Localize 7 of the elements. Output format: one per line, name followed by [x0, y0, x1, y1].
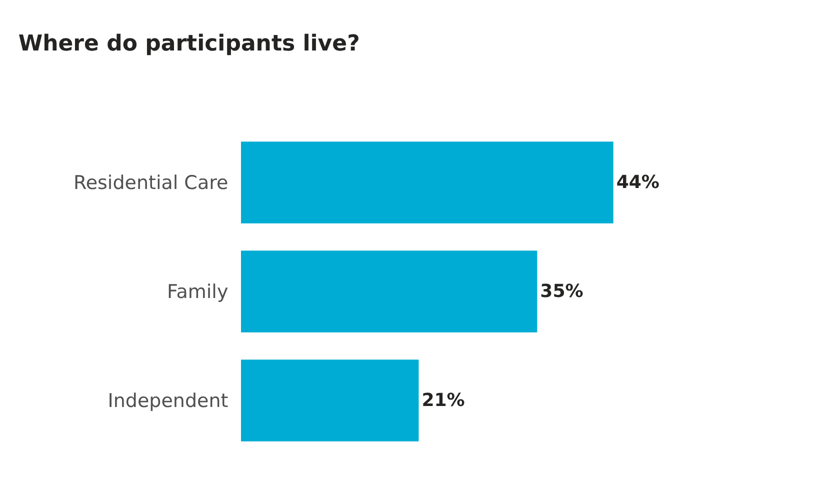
data-label: 21%: [422, 390, 465, 412]
data-label: 35%: [540, 281, 584, 302]
chart-title: Where do participants live?: [18, 32, 360, 57]
y-tick-label: Independent: [108, 390, 228, 412]
y-tick-label: Residential Care: [73, 172, 228, 194]
y-tick-label: Family: [167, 281, 228, 304]
data-label: 44%: [616, 172, 660, 194]
